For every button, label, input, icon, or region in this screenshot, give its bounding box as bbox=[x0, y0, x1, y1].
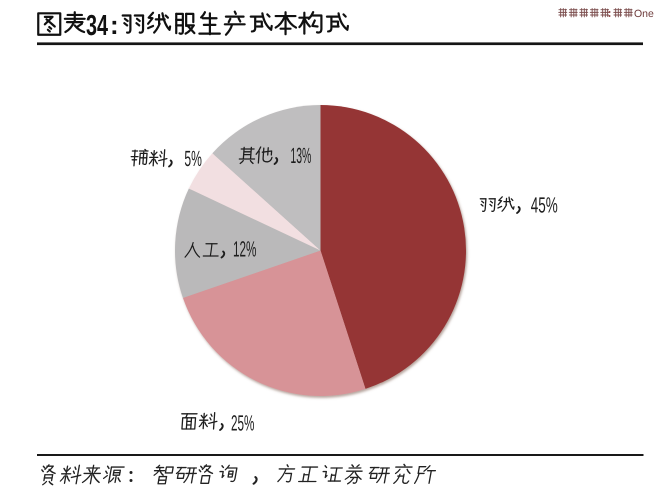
svg-text:45%: 45% bbox=[531, 193, 558, 218]
svg-text:One: One bbox=[634, 8, 654, 20]
svg-text:25%: 25% bbox=[231, 411, 254, 436]
svg-text:13%: 13% bbox=[290, 143, 311, 168]
svg-text::: : bbox=[110, 10, 119, 40]
svg-text:5%: 5% bbox=[184, 146, 202, 171]
svg-text:34: 34 bbox=[86, 10, 108, 42]
svg-text:12%: 12% bbox=[233, 236, 257, 261]
